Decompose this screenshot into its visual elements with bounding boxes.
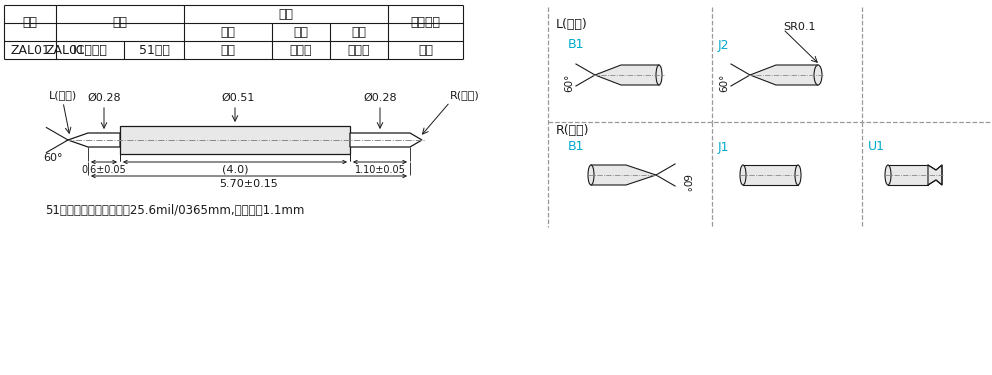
Polygon shape bbox=[350, 133, 422, 147]
Ellipse shape bbox=[814, 65, 822, 85]
Text: 60°: 60° bbox=[44, 153, 62, 163]
Text: 51系列: 51系列 bbox=[139, 44, 170, 57]
Text: 60°: 60° bbox=[563, 74, 574, 92]
Text: 内管: 内管 bbox=[294, 26, 309, 39]
Text: L(左端): L(左端) bbox=[556, 18, 587, 30]
Polygon shape bbox=[928, 165, 942, 185]
Text: 60°: 60° bbox=[719, 74, 729, 92]
Bar bbox=[743, 165, 798, 185]
Text: ZAL01: ZAL01 bbox=[10, 44, 50, 57]
Text: 铍铜: 铍铜 bbox=[220, 44, 235, 57]
Text: Ø0.51: Ø0.51 bbox=[221, 93, 255, 103]
Text: 材质: 材质 bbox=[279, 8, 294, 21]
Bar bbox=[888, 165, 928, 185]
Polygon shape bbox=[595, 65, 659, 85]
Text: IC测试用: IC测试用 bbox=[72, 44, 107, 57]
Text: 1.10±0.05: 1.10±0.05 bbox=[354, 165, 406, 175]
Text: Ø0.28: Ø0.28 bbox=[87, 93, 121, 103]
Text: 针轴: 针轴 bbox=[220, 26, 235, 39]
Text: 0.6±0.05: 0.6±0.05 bbox=[81, 165, 126, 175]
Polygon shape bbox=[591, 165, 656, 185]
Text: 弹簧: 弹簧 bbox=[351, 26, 366, 39]
Text: R(右端): R(右端) bbox=[450, 90, 480, 100]
Text: (4.0): (4.0) bbox=[222, 165, 248, 175]
Text: U1: U1 bbox=[868, 141, 885, 153]
Text: 类型: 类型 bbox=[112, 16, 128, 30]
Text: R(右端): R(右端) bbox=[556, 123, 589, 136]
Text: L(左端): L(左端) bbox=[49, 90, 77, 100]
Text: 代码: 代码 bbox=[23, 16, 38, 30]
Text: 5.70±0.15: 5.70±0.15 bbox=[219, 179, 279, 189]
Ellipse shape bbox=[740, 165, 746, 185]
Ellipse shape bbox=[588, 165, 594, 185]
Text: Ø0.28: Ø0.28 bbox=[363, 93, 397, 103]
Polygon shape bbox=[750, 65, 818, 85]
Bar bbox=[120, 126, 350, 154]
Text: ZAL01: ZAL01 bbox=[45, 44, 85, 57]
Ellipse shape bbox=[885, 165, 891, 185]
Text: 51系列，最小安装中心距25.6mil/0365mm,最大行程1.1mm: 51系列，最小安装中心距25.6mil/0365mm,最大行程1.1mm bbox=[45, 204, 305, 216]
Text: 镀金: 镀金 bbox=[418, 44, 433, 57]
Text: B1: B1 bbox=[568, 39, 584, 51]
Text: 表面处理: 表面处理 bbox=[411, 16, 440, 30]
Text: SR0.1: SR0.1 bbox=[783, 22, 815, 32]
Polygon shape bbox=[68, 133, 120, 147]
Text: 磷青铜: 磷青铜 bbox=[290, 44, 312, 57]
Ellipse shape bbox=[795, 165, 801, 185]
Text: B1: B1 bbox=[568, 141, 584, 153]
Text: J1: J1 bbox=[718, 141, 729, 153]
Text: 60°: 60° bbox=[681, 174, 690, 192]
Text: J2: J2 bbox=[718, 39, 729, 51]
Ellipse shape bbox=[656, 65, 662, 85]
Text: 琴钢线: 琴钢线 bbox=[348, 44, 370, 57]
